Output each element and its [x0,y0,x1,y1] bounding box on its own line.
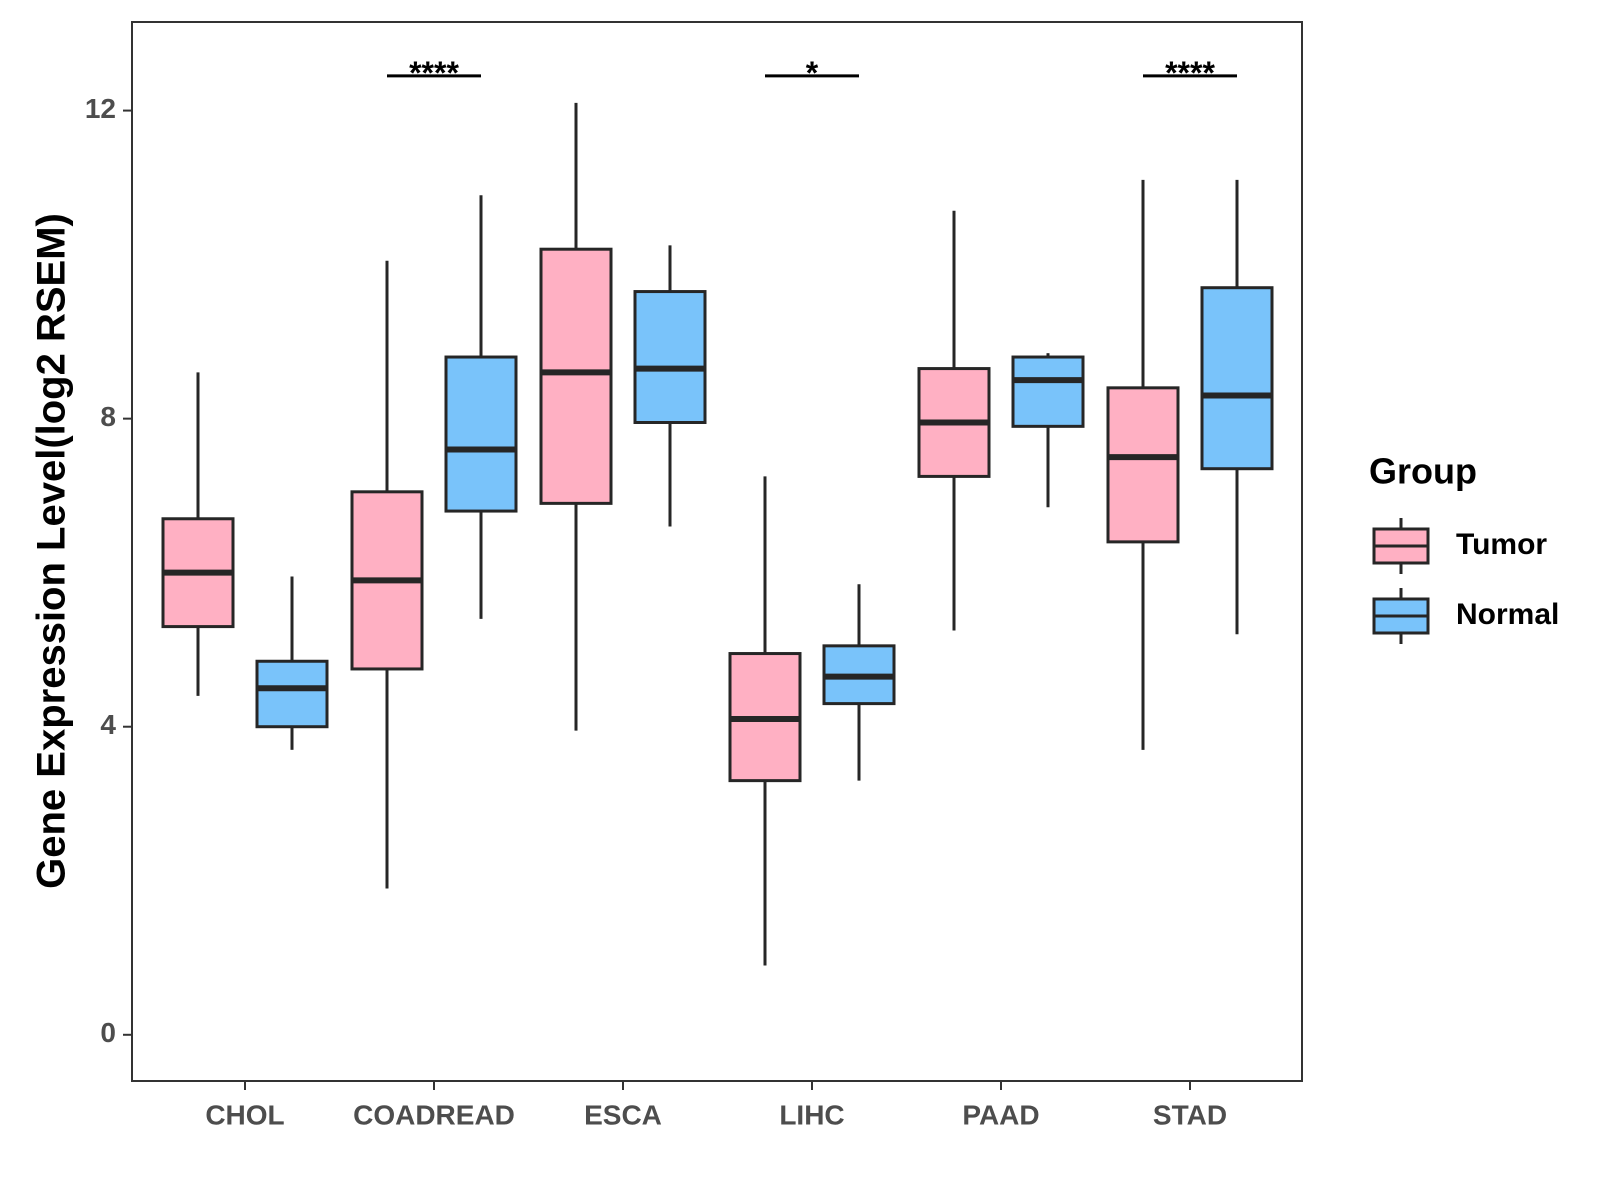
box-normal-coadread [444,195,518,619]
significance-label: **** [409,55,459,91]
significance-annotations: **** * **** [387,55,1237,91]
y-tick-label: 12 [85,93,116,124]
box-tumor-coadread [350,260,424,889]
y-tick-label: 0 [100,1017,116,1048]
legend: Group Tumor Normal [1369,451,1559,644]
box-tumor-chol [161,372,235,696]
box-iqr [444,355,518,513]
box-iqr [539,247,613,505]
box-iqr [255,659,329,729]
box-tumor-esca [539,102,613,731]
box-normal-paad [1011,353,1085,508]
significance-label: **** [1165,55,1215,91]
significance-label: * [806,55,819,91]
y-tick-label: 8 [100,401,116,432]
legend-title: Group [1369,451,1477,492]
box-iqr [633,290,707,424]
box-normal-lihc [822,584,896,781]
x-tick-label: COADREAD [353,1099,515,1130]
y-tick-label: 4 [100,709,116,740]
x-tick-label: CHOL [205,1099,284,1130]
legend-label: Tumor [1456,528,1547,561]
x-tick-label: LIHC [779,1099,844,1130]
box-tumor-stad [1106,179,1180,750]
box-normal-esca [633,245,707,527]
box-iqr [1106,386,1180,544]
y-axis-title: Gene Expression Level(log2 RSEM) [30,213,74,889]
box-tumor-paad [917,210,991,631]
x-axis: CHOL COADREAD ESCA LIHC PAAD STAD [205,1081,1227,1130]
box-normal-chol [255,576,329,750]
box-normal-stad [1200,179,1274,635]
box-tumor-lihc [728,476,802,966]
box-iqr [1200,286,1274,471]
legend-item-tumor: Tumor [1372,518,1547,574]
x-tick-label: STAD [1153,1099,1227,1130]
y-axis: 0 4 8 12 [85,93,132,1048]
plot-panel [131,21,1303,1082]
legend-label: Normal [1456,598,1559,631]
box-series [161,102,1274,966]
box-iqr [1011,355,1085,428]
x-tick-label: ESCA [584,1099,662,1130]
x-tick-label: PAAD [962,1099,1039,1130]
legend-item-normal: Normal [1372,588,1559,644]
